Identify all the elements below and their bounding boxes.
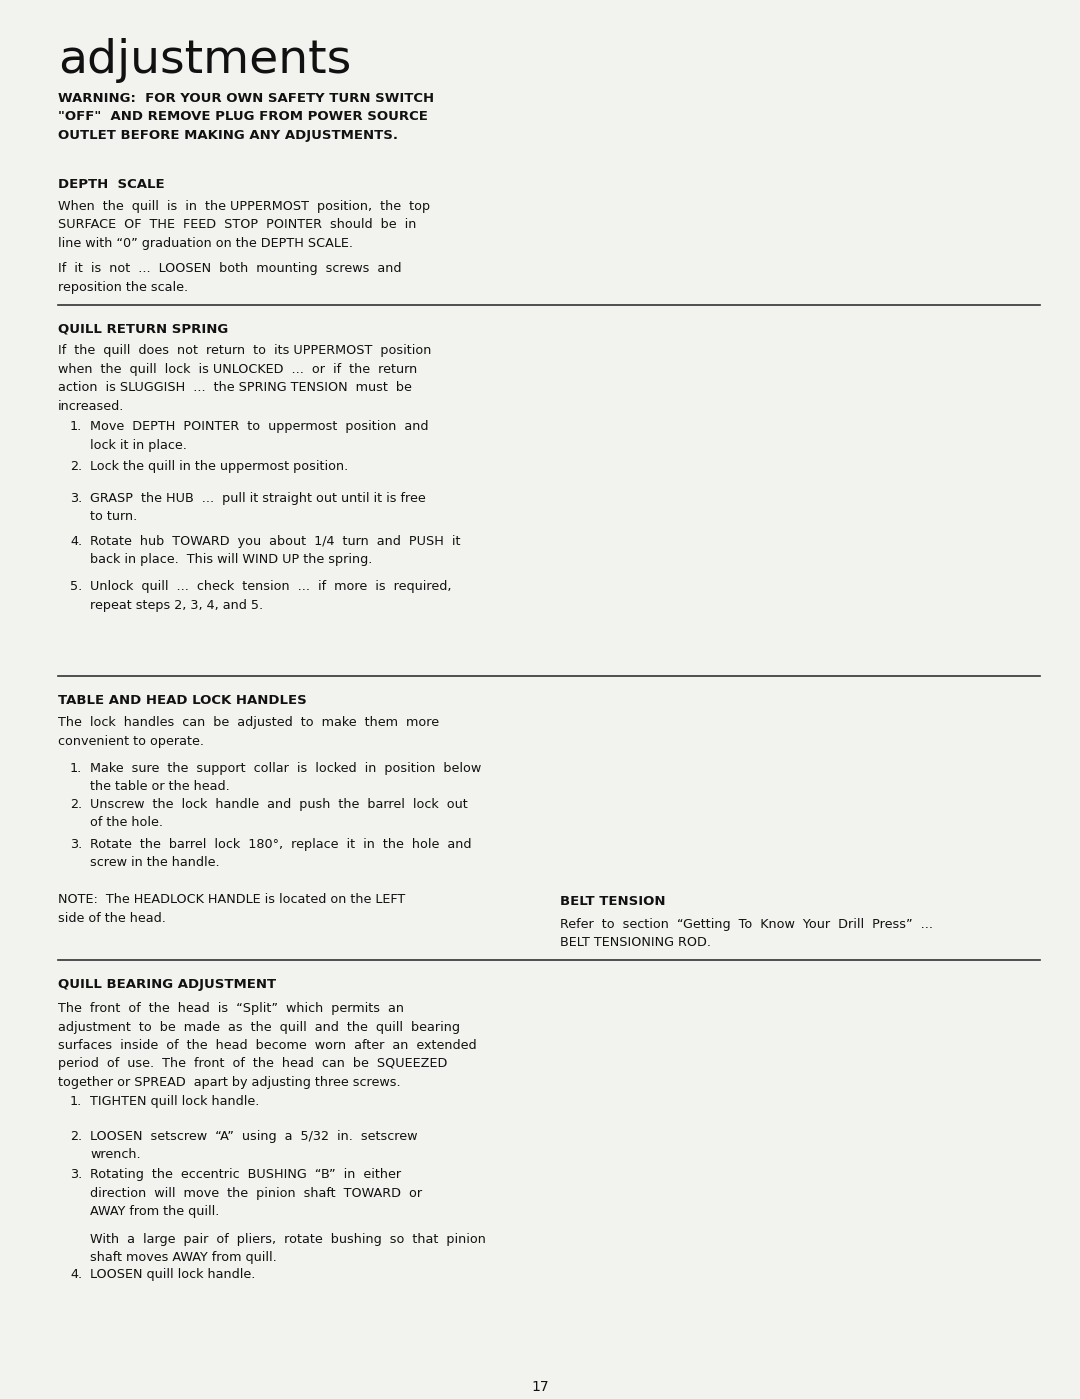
Text: 2.: 2. — [70, 1130, 82, 1143]
Text: DEPTH  SCALE: DEPTH SCALE — [58, 178, 164, 192]
Text: TABLE AND HEAD LOCK HANDLES: TABLE AND HEAD LOCK HANDLES — [58, 694, 307, 706]
Text: adjustments: adjustments — [58, 38, 351, 83]
Text: The  front  of  the  head  is  “Split”  which  permits  an
adjustment  to  be  m: The front of the head is “Split” which p… — [58, 1002, 476, 1088]
Text: Rotate  hub  TOWARD  you  about  1/4  turn  and  PUSH  it
back in place.  This w: Rotate hub TOWARD you about 1/4 turn and… — [90, 534, 460, 567]
Text: 5.: 5. — [70, 581, 82, 593]
Text: GRASP  the HUB  ...  pull it straight out until it is free
to turn.: GRASP the HUB ... pull it straight out u… — [90, 492, 426, 523]
Text: 3.: 3. — [70, 838, 82, 851]
Text: 1.: 1. — [70, 1095, 82, 1108]
Text: 3.: 3. — [70, 492, 82, 505]
Text: NOTE:  The HEADLOCK HANDLE is located on the LEFT
side of the head.: NOTE: The HEADLOCK HANDLE is located on … — [58, 893, 405, 925]
Text: Unlock  quill  ...  check  tension  ...  if  more  is  required,
repeat steps 2,: Unlock quill ... check tension ... if mo… — [90, 581, 451, 611]
Text: Unscrew  the  lock  handle  and  push  the  barrel  lock  out
of the hole.: Unscrew the lock handle and push the bar… — [90, 797, 468, 830]
Text: Make  sure  the  support  collar  is  locked  in  position  below
the table or t: Make sure the support collar is locked i… — [90, 762, 482, 793]
Text: WARNING:  FOR YOUR OWN SAFETY TURN SWITCH
"OFF"  AND REMOVE PLUG FROM POWER SOUR: WARNING: FOR YOUR OWN SAFETY TURN SWITCH… — [58, 92, 434, 143]
Text: TIGHTEN quill lock handle.: TIGHTEN quill lock handle. — [90, 1095, 259, 1108]
Text: Move  DEPTH  POINTER  to  uppermost  position  and
lock it in place.: Move DEPTH POINTER to uppermost position… — [90, 420, 429, 452]
Text: Lock the quill in the uppermost position.: Lock the quill in the uppermost position… — [90, 460, 348, 473]
Text: BELT TENSION: BELT TENSION — [561, 895, 665, 908]
Text: 4.: 4. — [70, 534, 82, 548]
Text: When  the  quill  is  in  the UPPERMOST  position,  the  top
SURFACE  OF  THE  F: When the quill is in the UPPERMOST posit… — [58, 200, 430, 250]
Text: Rotate  the  barrel  lock  180°,  replace  it  in  the  hole  and
screw in the h: Rotate the barrel lock 180°, replace it … — [90, 838, 472, 870]
Text: QUILL RETURN SPRING: QUILL RETURN SPRING — [58, 322, 228, 334]
Text: QUILL BEARING ADJUSTMENT: QUILL BEARING ADJUSTMENT — [58, 978, 276, 990]
Text: 2.: 2. — [70, 797, 82, 811]
Text: LOOSEN  setscrew  “A”  using  a  5/32  in.  setscrew
wrench.: LOOSEN setscrew “A” using a 5/32 in. set… — [90, 1130, 418, 1161]
Text: 4.: 4. — [70, 1267, 82, 1281]
Text: 1.: 1. — [70, 420, 82, 434]
Text: If  it  is  not  ...  LOOSEN  both  mounting  screws  and
reposition the scale.: If it is not ... LOOSEN both mounting sc… — [58, 262, 402, 294]
Text: Rotating  the  eccentric  BUSHING  “B”  in  either
direction  will  move  the  p: Rotating the eccentric BUSHING “B” in ei… — [90, 1168, 422, 1219]
Text: 1.: 1. — [70, 762, 82, 775]
Text: If  the  quill  does  not  return  to  its UPPERMOST  position
when  the  quill : If the quill does not return to its UPPE… — [58, 344, 431, 413]
Text: Refer  to  section  “Getting  To  Know  Your  Drill  Press”  ...
BELT TENSIONING: Refer to section “Getting To Know Your D… — [561, 918, 933, 950]
Text: With  a  large  pair  of  pliers,  rotate  bushing  so  that  pinion
shaft moves: With a large pair of pliers, rotate bush… — [90, 1233, 486, 1265]
Text: 2.: 2. — [70, 460, 82, 473]
Text: The  lock  handles  can  be  adjusted  to  make  them  more
convenient to operat: The lock handles can be adjusted to make… — [58, 716, 440, 747]
Text: 3.: 3. — [70, 1168, 82, 1181]
Text: LOOSEN quill lock handle.: LOOSEN quill lock handle. — [90, 1267, 255, 1281]
Text: 17: 17 — [531, 1379, 549, 1393]
